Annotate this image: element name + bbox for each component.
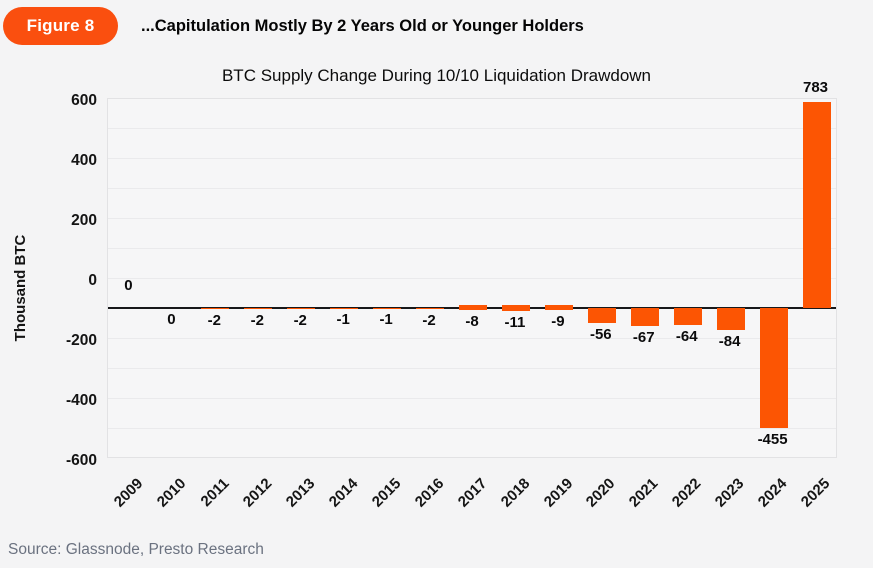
- gridline: [108, 158, 836, 159]
- data-label-2010: 0: [167, 311, 176, 328]
- y-tick-label: 400: [71, 152, 97, 169]
- data-label-2009: 0: [124, 277, 133, 294]
- bar-2017: [459, 305, 487, 311]
- bar-2015: [373, 307, 402, 309]
- chart-title: BTC Supply Change During 10/10 Liquidati…: [221, 66, 652, 85]
- x-tick-label-2023: 2023: [712, 475, 748, 511]
- x-tick-label-2013: 2013: [282, 475, 319, 511]
- data-label-2025: 783: [803, 79, 829, 97]
- bar-2023: [716, 308, 745, 331]
- data-label-2017: -8: [465, 313, 479, 331]
- data-label-2015: -1: [379, 311, 393, 329]
- data-label-2024: -455: [757, 430, 788, 448]
- data-label-2023: -84: [718, 333, 741, 351]
- bar-2011: [201, 307, 230, 309]
- gridline: [108, 218, 836, 219]
- data-label-2014: -1: [336, 311, 350, 329]
- source-note: Source: Glassnode, Presto Research: [8, 541, 264, 558]
- gridline: [108, 278, 836, 279]
- plot-area: [107, 98, 837, 458]
- data-label-2021: -67: [632, 328, 655, 346]
- bar-2013: [287, 307, 316, 309]
- y-tick-label: -600: [65, 452, 97, 469]
- x-tick-label-2019: 2019: [540, 475, 576, 511]
- data-label-2013: -2: [293, 311, 307, 329]
- x-tick-label-2015: 2015: [368, 475, 405, 511]
- bar-2024: [759, 308, 788, 428]
- bar-2021: [630, 308, 659, 326]
- x-tick-label-2020: 2020: [583, 475, 619, 511]
- x-tick-label-2014: 2014: [325, 475, 362, 511]
- data-label-2018: -11: [504, 313, 526, 331]
- gridline: [108, 398, 836, 399]
- x-tick-label-2024: 2024: [754, 475, 791, 511]
- x-tick-label-2017: 2017: [454, 475, 491, 511]
- data-label-2011: -2: [207, 311, 222, 329]
- x-tick-label-2022: 2022: [669, 475, 705, 511]
- gridline: [108, 368, 836, 369]
- gridline: [108, 128, 836, 129]
- x-tick-label-2012: 2012: [239, 475, 276, 511]
- gridline: [108, 188, 836, 189]
- gridline: [108, 428, 836, 429]
- x-tick-label-2021: 2021: [626, 475, 662, 511]
- x-tick-label-2018: 2018: [497, 475, 533, 511]
- x-tick-label-2011: 2011: [197, 475, 233, 511]
- bar-2025: [802, 101, 831, 308]
- figure-badge-label: Figure 8: [26, 16, 95, 35]
- bar-2022: [673, 308, 702, 325]
- bar-2016: [416, 307, 445, 309]
- gridline: [108, 248, 836, 249]
- x-tick-label-2016: 2016: [411, 475, 448, 511]
- bar-2020: [587, 308, 616, 323]
- y-tick-label: 0: [88, 272, 97, 289]
- x-tick-label-2025: 2025: [797, 475, 834, 511]
- bar-2019: [544, 305, 573, 311]
- y-tick-label: 600: [71, 92, 97, 109]
- bar-2018: [501, 305, 530, 311]
- figure-badge: Figure 8: [3, 7, 118, 45]
- x-tick-label-2009: 2009: [110, 475, 147, 511]
- data-label-2022: -64: [675, 327, 698, 345]
- data-label-2020: -56: [589, 325, 612, 343]
- figure-title: ...Capitulation Mostly By 2 Years Old or…: [141, 17, 584, 35]
- y-tick-label: 200: [71, 212, 97, 229]
- bar-2012: [244, 307, 273, 309]
- data-label-2012: -2: [250, 311, 264, 329]
- y-tick-label: -200: [65, 332, 97, 349]
- gridline: [108, 338, 836, 339]
- x-tick-label-2010: 2010: [153, 475, 190, 511]
- y-tick-label: -400: [65, 392, 97, 409]
- data-label-2019: -9: [551, 313, 565, 331]
- data-label-2016: -2: [422, 311, 436, 329]
- bar-2014: [330, 307, 359, 309]
